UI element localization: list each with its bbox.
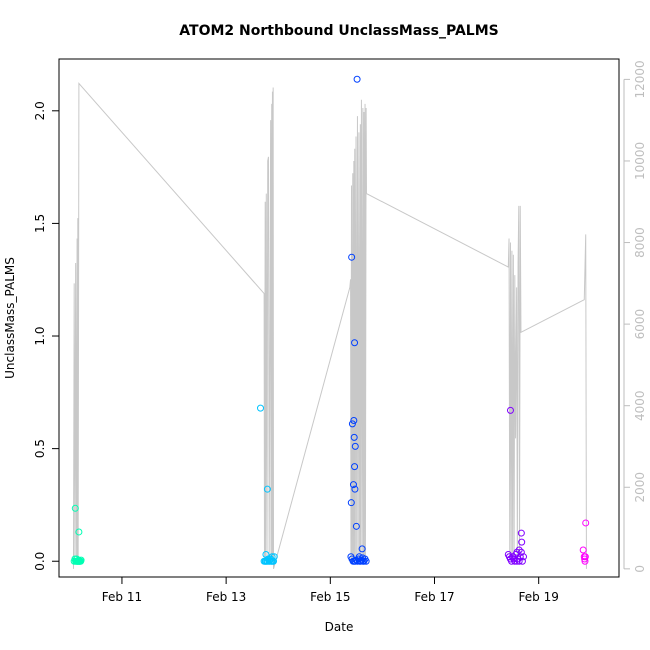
data-point	[77, 556, 85, 564]
axes-layer: Feb 11 Feb 13 Feb 15 Feb 17 Feb 19 0.0 0.5 1.0 1…	[33, 58, 647, 604]
data-point	[582, 519, 590, 527]
data-point	[515, 557, 523, 565]
y-tick-label: 1.0	[33, 326, 47, 345]
data-point	[518, 557, 526, 565]
data-point	[351, 463, 359, 471]
y-tick-label: 0.0	[33, 552, 47, 571]
y-tick-label: 0.5	[33, 439, 47, 458]
x-tick-label: Feb 11	[102, 590, 142, 604]
data-point	[359, 554, 367, 562]
data-point	[353, 75, 361, 83]
data-point	[350, 416, 358, 424]
right-y-tick-label: 6000	[633, 309, 647, 340]
plot-frame	[58, 58, 620, 578]
x-tick-label: Feb 19	[519, 590, 559, 604]
data-point	[506, 406, 514, 414]
data-point	[351, 485, 359, 493]
data-point	[348, 253, 356, 261]
data-point	[358, 545, 366, 553]
right-y-tick-label: 12000	[633, 60, 647, 98]
data-point	[350, 433, 358, 441]
data-point	[352, 522, 360, 530]
data-point	[267, 555, 275, 563]
data-point	[581, 553, 589, 561]
data-point	[513, 548, 521, 556]
data-point	[351, 339, 359, 347]
altitude-line-layer	[72, 82, 587, 569]
y-tick-label: 2.0	[33, 101, 47, 120]
data-point	[71, 504, 79, 512]
altitude-line	[72, 82, 587, 569]
data-point	[263, 485, 271, 493]
data-point	[515, 546, 523, 554]
x-axis-label: Date	[325, 620, 354, 634]
x-tick-label: Feb 15	[310, 590, 350, 604]
data-point	[349, 481, 357, 489]
data-point	[265, 556, 273, 564]
right-y-tick-label: 0	[633, 565, 647, 573]
y-axis-label: UnclassMass_PALMS	[3, 257, 17, 379]
right-y-tick-label: 8000	[633, 227, 647, 258]
data-point	[579, 546, 587, 554]
data-point	[581, 557, 589, 565]
y-tick-label: 1.5	[33, 214, 47, 233]
data-point	[348, 420, 356, 428]
points-layer	[70, 75, 590, 565]
data-point	[517, 529, 525, 537]
right-y-tick-label: 4000	[633, 390, 647, 421]
right-y-tick-label: 10000	[633, 142, 647, 180]
data-point	[347, 499, 355, 507]
x-tick-label: Feb 13	[206, 590, 246, 604]
x-tick-label: Feb 17	[414, 590, 454, 604]
data-point	[351, 442, 359, 450]
data-point	[520, 553, 527, 561]
right-y-tick-label: 2000	[633, 472, 647, 503]
data-point	[355, 553, 363, 561]
data-point	[257, 404, 264, 412]
data-point	[270, 553, 278, 561]
data-point	[508, 557, 516, 565]
data-point	[75, 528, 83, 536]
data-point	[518, 538, 526, 546]
chart-title: ATOM2 Northbound UnclassMass_PALMS	[179, 23, 498, 39]
